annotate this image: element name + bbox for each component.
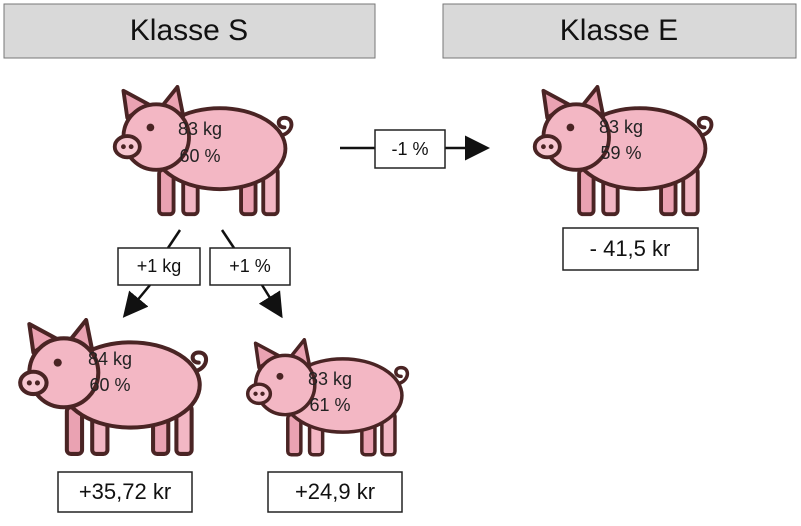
pig-weight: 83 kg: [599, 117, 643, 137]
result-value: +35,72 kr: [79, 479, 171, 504]
arrow-line: [258, 284, 283, 319]
pig-lean: 60 %: [179, 146, 220, 166]
result-value: +24,9 kr: [295, 479, 375, 504]
pig-lean: 60 %: [89, 375, 130, 395]
result-value: - 41,5 kr: [590, 236, 671, 261]
arrow-label-box: [374, 129, 446, 169]
arrow-line: [220, 229, 236, 249]
pig-weight: 83 kg: [178, 119, 222, 139]
header-box: [3, 3, 376, 59]
arrow-line: [166, 229, 182, 249]
result-box: [57, 471, 193, 513]
pig-lean: 61 %: [309, 395, 350, 415]
header-title: Klasse S: [130, 14, 248, 47]
pig-weight: 83 kg: [308, 369, 352, 389]
result-box: [267, 471, 403, 513]
arrow-line: [122, 284, 151, 318]
pig-weight: 84 kg: [88, 349, 132, 369]
pig-lean: 59 %: [600, 143, 641, 163]
header-title: Klasse E: [560, 14, 678, 47]
header-box: [442, 3, 797, 59]
arrow-label: -1 %: [391, 139, 428, 159]
arrow-label: +1 %: [229, 256, 271, 276]
arrow-label-box: [117, 247, 201, 286]
result-box: [562, 227, 699, 271]
arrow-label-box: [209, 247, 291, 286]
arrow-label: +1 kg: [137, 256, 182, 276]
